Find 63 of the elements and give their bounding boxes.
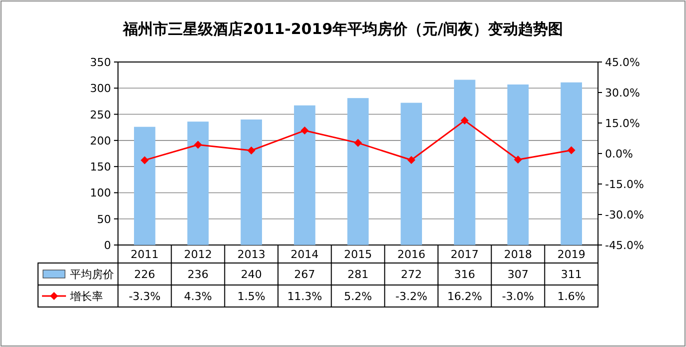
point xyxy=(407,156,416,164)
data-label: 267 xyxy=(294,268,316,281)
point xyxy=(140,156,149,164)
bar xyxy=(347,98,369,245)
x-tick-label: 2019 xyxy=(557,248,586,261)
y2-tick-label: 15.0% xyxy=(605,117,640,130)
data-label: 307 xyxy=(508,268,528,281)
y2-tick-label: -45.0% xyxy=(605,239,644,252)
x-tick-label: 2015 xyxy=(344,248,372,261)
y2-tick-label: 0.0% xyxy=(605,148,633,160)
data-label: 5.2% xyxy=(344,290,372,303)
data-label: 272 xyxy=(400,268,422,281)
point xyxy=(354,138,362,147)
y-tick-label: 200 xyxy=(90,134,111,148)
bar xyxy=(400,102,422,245)
point xyxy=(300,126,309,135)
x-tick-label: 2018 xyxy=(504,248,532,261)
y2-tick-label: -30.0% xyxy=(605,208,644,222)
chart-title: 福州市三星级酒店2011-2019年平均房价（元/间夜）变动趋势图 xyxy=(122,20,564,38)
x-tick-label: 2017 xyxy=(450,248,479,261)
bar xyxy=(560,82,582,245)
y2-tick-label: 30.0% xyxy=(605,86,640,100)
data-label: -3.3% xyxy=(128,290,161,303)
y-tick-label: 50 xyxy=(97,212,111,226)
point xyxy=(514,156,522,164)
legend-label: 平均房价 xyxy=(70,268,114,281)
data-label: -3.2% xyxy=(395,290,428,303)
y-tick-label: 100 xyxy=(90,186,111,200)
bar xyxy=(454,80,476,245)
data-label: -3.0% xyxy=(502,290,534,303)
y-tick-label: 350 xyxy=(90,56,111,69)
y2-tick-label: -15.0% xyxy=(605,178,644,191)
bar xyxy=(294,105,316,245)
y-tick-label: 250 xyxy=(90,108,111,122)
legend-label: 增长率 xyxy=(69,290,103,303)
bar xyxy=(187,122,209,245)
y-tick-label: 0 xyxy=(104,239,111,252)
y-tick-label: 150 xyxy=(90,160,111,174)
bar xyxy=(240,120,262,245)
y-tick-label: 300 xyxy=(90,82,111,96)
x-tick-label: 2014 xyxy=(290,248,319,261)
data-label: 316 xyxy=(454,268,476,281)
data-label: 240 xyxy=(240,268,262,281)
data-label: 281 xyxy=(348,268,368,281)
data-label: 226 xyxy=(134,268,156,281)
point xyxy=(567,146,576,154)
x-tick-label: 2013 xyxy=(237,248,266,261)
bar xyxy=(134,126,156,245)
data-label: 11.3% xyxy=(287,290,322,303)
data-label: 1.6% xyxy=(557,290,586,303)
data-label: 4.3% xyxy=(184,290,212,303)
y2-tick-label: 45.0% xyxy=(605,56,640,69)
x-tick-label: 2016 xyxy=(397,248,426,261)
point xyxy=(247,146,256,154)
data-label: 1.5% xyxy=(237,290,266,303)
data-label: 236 xyxy=(188,268,208,281)
point xyxy=(460,116,469,125)
point xyxy=(194,140,202,149)
data-label: 16.2% xyxy=(447,290,482,303)
bar xyxy=(507,84,529,245)
data-label: 311 xyxy=(560,268,582,281)
x-tick-label: 2012 xyxy=(184,248,212,261)
x-tick-label: 2011 xyxy=(130,248,159,261)
